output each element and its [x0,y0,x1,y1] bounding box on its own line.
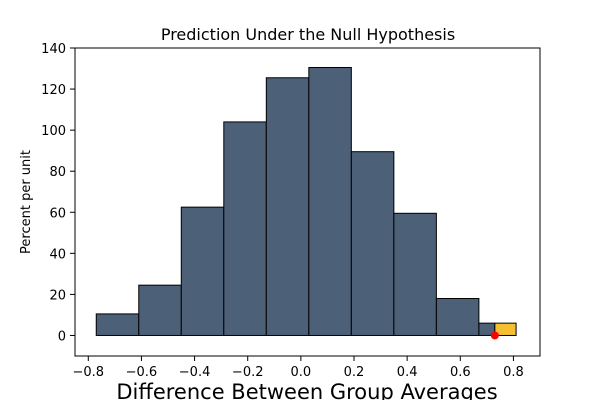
x-tick-label: −0.8 [72,365,104,380]
x-tick-label: 0.4 [397,365,418,380]
histogram-bar-2 [138,284,182,336]
y-tick-label: 140 [41,42,66,57]
y-axis-label: Percent per unit [19,150,34,254]
histogram-bar-9 [435,298,480,336]
chart-title: Prediction Under the Null Hypothesis [161,25,455,44]
x-tick-label: −0.4 [179,365,211,380]
y-tick-label: 60 [49,206,66,221]
x-tick-label: 0.0 [291,365,312,380]
y-tick-label: 100 [41,124,66,139]
x-tick-label: 0.2 [344,365,365,380]
x-tick-label: −0.6 [126,365,158,380]
histogram-bar-4 [223,121,267,336]
y-tick-label: 80 [49,165,66,180]
x-axis-label: Difference Between Group Averages [116,380,497,400]
observed-marker-layer [490,331,499,340]
x-tick-label: −0.2 [232,365,264,380]
histogram-bars [95,67,517,336]
x-axis-ticks: −0.8 −0.6 −0.4 −0.2 0.0 0.2 0.4 0.6 0.8 [72,356,524,380]
x-tick-label: 0.8 [503,365,524,380]
histogram-bar-7 [350,151,395,336]
y-axis-ticks: 0 20 40 60 80 100 120 140 [41,42,75,344]
y-tick-label: 120 [41,83,66,98]
histogram-bar-5 [265,77,310,336]
histogram-bar-6 [308,67,352,336]
observed-statistic-point [490,331,499,340]
histogram-bar-3 [180,206,225,336]
plot-frame [74,47,541,357]
y-tick-label: 40 [49,247,66,262]
histogram-bar-8 [393,212,437,336]
y-tick-label: 20 [49,288,66,303]
histogram-bar-11 [494,322,517,336]
y-tick-label: 0 [58,329,66,344]
x-tick-label: 0.6 [450,365,471,380]
histogram-bar-1 [95,313,140,336]
